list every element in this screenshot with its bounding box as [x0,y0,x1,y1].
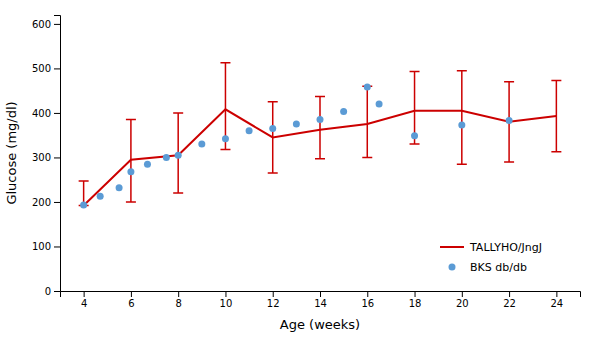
x-tick-label: 8 [175,298,181,309]
y-tick-label: 400 [32,108,51,119]
y-tick-mark [54,291,60,292]
series [79,63,562,206]
x-tick-mark [462,291,463,297]
line [84,109,557,205]
error-bar [362,86,372,157]
legend-item: BKS db/db [449,261,527,274]
y-tick-mark [54,113,60,114]
y-tick-label: 500 [32,63,51,74]
x-tick-label: 12 [267,298,280,309]
point [269,125,276,132]
point [127,168,134,175]
plot-area [79,63,562,209]
point [163,154,170,161]
y-tick-label: 300 [32,152,51,163]
x-tick: 24 [550,291,563,309]
x-tick-mark [131,291,132,297]
y-axis-title: Glucose (mg/dl) [4,101,19,204]
point [222,135,229,142]
point [411,132,418,139]
point [246,127,253,134]
y-tick-label: 0 [45,286,51,297]
y-tick-mark [54,202,60,203]
x-tick-mark [509,291,510,297]
x-tick-mark [367,291,368,297]
x-tick-label: 18 [409,298,422,309]
x-axis-line [61,292,581,298]
y-tick: 400 [32,108,60,119]
point [340,108,347,115]
point [506,117,513,124]
point [116,184,123,191]
x-tick-mark [84,291,85,297]
error-bar [315,96,325,158]
x-tick-mark [225,291,226,297]
x-tick: 8 [175,291,181,309]
x-tick-mark [178,291,179,297]
x-tick-label: 16 [361,298,374,309]
x-tick: 12 [267,291,280,309]
point [376,101,383,108]
x-tick: 6 [128,291,134,309]
point [458,121,465,128]
y-tick: 500 [32,63,60,74]
point [80,202,87,209]
point [97,193,104,200]
legend-label: TALLYHO/JngJ [469,241,542,254]
y-tick: 200 [32,197,60,208]
y-tick: 0 [45,286,60,297]
point [364,84,371,91]
legend: TALLYHO/JngJ BKS db/db [440,241,542,274]
point [175,152,182,159]
x-axis: 4 6 8 10 12 14 16 18 20 22 24 [61,291,581,309]
y-tick-mark [54,157,60,158]
x-tick-label: 22 [503,298,516,309]
y-tick-label: 100 [32,241,51,252]
legend-swatch [440,246,464,248]
chart: 4 6 8 10 12 14 16 18 20 22 24 0 100 200 300 400 500 600 Ag… [0,0,600,337]
x-tick-mark [415,291,416,297]
y-axis: 0 100 200 300 400 500 600 [32,16,61,297]
y-tick-mark [54,68,60,69]
x-tick-label: 10 [220,298,233,309]
y-tick-label: 200 [32,197,51,208]
x-tick-label: 14 [314,298,327,309]
error-bar [410,72,420,145]
x-tick-mark [273,291,274,297]
legend-label: BKS db/db [470,261,527,274]
x-axis-title: Age (weeks) [280,317,360,332]
error-bar [220,63,230,150]
x-tick-label: 24 [550,298,563,309]
x-tick: 20 [456,291,469,309]
x-tick-label: 4 [81,298,87,309]
y-tick: 600 [32,19,60,30]
x-tick: 4 [81,291,87,309]
y-tick: 300 [32,152,60,163]
y-tick-mark [54,24,60,25]
x-tick-mark [556,291,557,297]
x-tick: 18 [409,291,422,309]
x-tick: 10 [220,291,233,309]
legend-swatch [449,264,456,271]
x-tick: 22 [503,291,516,309]
point [198,141,205,148]
x-tick-mark [320,291,321,297]
error-bar [457,71,467,164]
y-tick-label: 600 [32,19,51,30]
point [317,116,324,123]
x-tick-label: 20 [456,298,469,309]
x-tick-label: 6 [128,298,134,309]
y-axis-line [54,16,61,292]
y-tick-mark [54,246,60,247]
y-tick: 100 [32,241,60,252]
point [293,121,300,128]
legend-item: TALLYHO/JngJ [440,241,542,254]
series [80,84,512,209]
x-tick: 14 [314,291,327,309]
point [144,161,151,168]
x-tick: 16 [361,291,374,309]
